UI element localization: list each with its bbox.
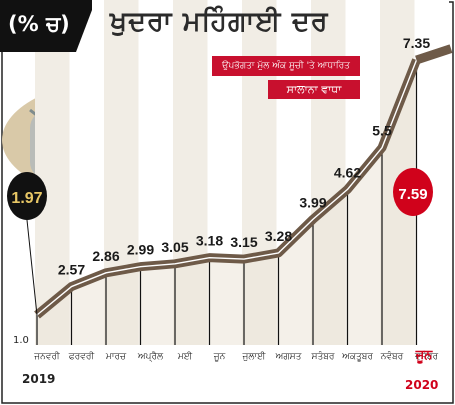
year-end: 2020 [405, 378, 439, 392]
start-value-badge [7, 172, 47, 220]
highlight-value-badge [393, 168, 433, 216]
value-label: 3.15 [230, 234, 257, 250]
highlight-value-label: 7.59 [398, 186, 427, 203]
value-label: 5.5 [372, 123, 392, 139]
x-tick-label: ਫਰਵਰੀ [68, 351, 95, 362]
y-axis-min-label: 1.0 [13, 335, 29, 346]
start-value-label: 1.97 [11, 190, 42, 207]
x-tick-label-highlight: ਜੂਨ [415, 348, 433, 364]
year-start: 2019 [22, 372, 56, 386]
value-label: 2.86 [92, 248, 119, 264]
value-labels: 2.57 2.86 2.99 3.05 3.18 3.15 3.28 3.99 4.62 5.5 7… [7, 35, 433, 316]
x-tick-label: ਸਤੰਬਰ [311, 350, 335, 362]
badge-pointer-start [26, 219, 38, 316]
value-label: 3.18 [196, 233, 223, 249]
value-label: 2.57 [58, 262, 85, 278]
x-tick-label: ਮਾਰਚ [105, 352, 127, 362]
chart-title: ਖੁਦਰਾ ਮਹਿੰਗਾਈ ਦਰ [110, 6, 329, 37]
series-area [37, 60, 417, 345]
value-label: 3.05 [161, 239, 188, 255]
x-tick-label: ਜੂਨ [213, 352, 226, 362]
x-tick-label: ਅਪ੍ਰੈਲ [137, 351, 164, 362]
x-tick-label: ਮਈ [177, 351, 193, 362]
x-tick-label: ਜੁਲਾਈ [242, 351, 267, 362]
x-tick-label: ਅਕਤੂਬਰ [341, 352, 373, 362]
series-line-end [415, 44, 453, 65]
x-tick-label: ਨਵੰਬਰ [380, 350, 404, 362]
unit-label: (% ਚ) [8, 12, 70, 36]
x-tick-label: ਜਨਵਰੀ [33, 351, 60, 362]
value-label: 4.62 [334, 164, 361, 180]
x-tick-label: ਅਗਸਤ [275, 352, 302, 362]
unit-tab: (% ਚ) [0, 0, 92, 52]
series-line-highlight [36, 59, 418, 316]
x-tick-labels: ਜਨਵਰੀ ਫਰਵਰੀ ਮਾਰਚ ਅਪ੍ਰੈਲ ਮਈ ਜੂਨ ਜੁਲਾਈ ਅਗਸਤ ਸਤੰਬਰ ਅ… [33, 348, 438, 364]
legend-annual-label: ਸਾਲਾਨਾ ਵਾਧਾ [268, 80, 360, 99]
legend-index-label: ਉਪਭੋਗਤਾ ਮੁੱਲ ਅੰਕ ਸੂਚੀ 'ਤੇ ਆਧਾਰਿਤ [212, 56, 360, 76]
line-series [34, 44, 453, 345]
value-label: 3.28 [265, 228, 292, 244]
value-label: 7.35 [403, 35, 430, 51]
value-label: 2.99 [127, 242, 154, 258]
x-tick-label: ਦਸੰਬਰ [414, 350, 439, 362]
value-label: 3.99 [299, 194, 326, 210]
